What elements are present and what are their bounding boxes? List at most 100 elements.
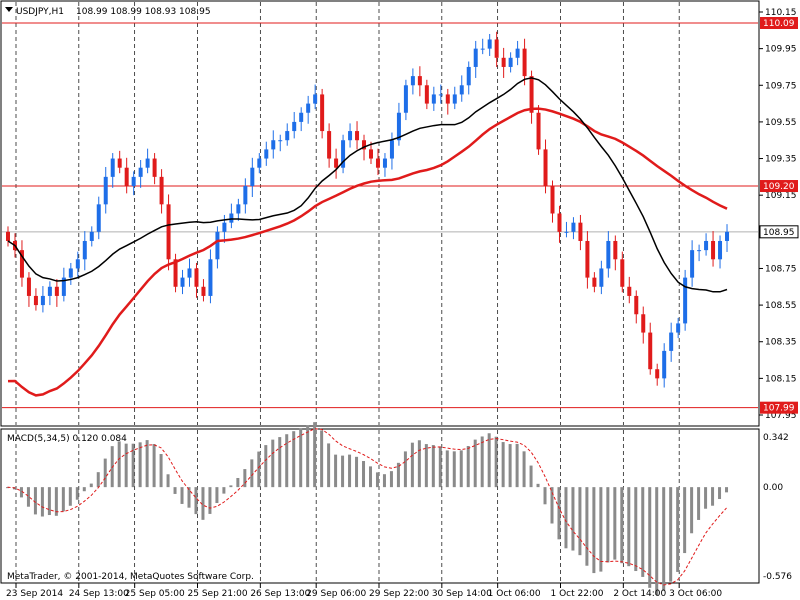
candle-down [19,250,24,278]
candle-up [466,66,471,86]
macd-bar [299,428,303,488]
price-tick-label: 108.55 [765,301,797,311]
candle-up [131,176,136,187]
candle-down [543,149,548,187]
macd-bar [571,487,575,551]
macd-scale-top: 0.342 [763,433,789,443]
candle-up [40,295,45,306]
candle-up [47,286,52,296]
candle-down [529,76,534,113]
macd-bar [222,487,226,494]
candle-up [306,103,311,113]
chart-collapse-icon[interactable] [5,7,13,12]
macd-bar [690,487,694,534]
symbol-label: USDJPY,H1 [16,7,64,17]
candle-up [215,231,220,260]
macd-bar [389,471,393,488]
macd-bar [194,487,198,515]
macd-bar [61,487,65,512]
macd-bar [131,443,135,488]
macd-bar [180,487,184,504]
macd-bar [215,487,219,504]
macd-bar [82,487,86,492]
candle-up [487,39,492,49]
candle-down [26,277,31,296]
macd-bar [75,487,79,500]
candle-down [627,286,632,296]
macd-bar [655,487,659,595]
macd-bar [313,422,317,488]
copyright-text: MetaTrader, © 2001-2014, MetaQuotes Soft… [7,572,254,582]
macd-bar [725,487,729,493]
candle-down [445,94,450,104]
candle-up [662,350,667,379]
price-axis: 110.15 109.95 109.75 109.55 109.35 109.15 108.… [759,8,797,421]
level-price-tag [760,401,798,414]
candle-up [669,332,674,351]
candle-down [54,286,59,296]
macd-bar [578,487,582,556]
macd-bar [292,431,296,488]
price-tick-label: 109.15 [765,191,797,201]
candle-down [124,167,129,187]
macd-bar [138,442,142,488]
macd-bar [320,430,324,488]
candle-down [362,140,367,150]
macd-bar [473,439,477,488]
macd-bar [718,487,722,500]
candle-up [431,94,436,104]
price-tick-label: 109.55 [765,118,797,128]
macd-bar [68,487,72,506]
candle-down [550,186,555,214]
price-tick-label: 109.95 [765,45,797,55]
candle-down [424,85,429,104]
candle-down [194,268,199,287]
macd-bar [438,446,442,488]
candle-up [299,112,304,122]
candle-down [173,259,178,287]
macd-bar [669,487,673,582]
candle-up [473,48,478,67]
macd-scale-bottom: -0.576 [763,572,792,582]
candle-up [292,121,297,132]
macd-bar [96,472,100,488]
macd-bar [89,483,93,488]
macd-bar [543,487,547,505]
level-price-tag [760,180,798,193]
macd-bar [459,450,463,488]
current-price-tag [759,225,799,239]
candle-up [285,131,290,141]
candle-up [271,140,276,150]
macd-bar [362,461,366,488]
candle-up [68,268,73,278]
macd-bar [375,472,379,488]
candle-up [459,85,464,95]
macd-bar [159,454,163,488]
candle-up [96,204,101,232]
main-pane-frame [0,0,760,427]
macd-bar [564,487,568,549]
price-tags: 110.09 109.20 108.95 107.99 [759,16,799,414]
macd-bar [508,444,512,488]
price-tick-label: 107.95 [765,411,797,421]
macd-bar [236,477,240,488]
candle-down [655,369,660,379]
candle-up [725,231,730,241]
macd-bar [683,487,687,554]
level-price-tag [760,16,798,29]
ma-slow-line [7,107,728,397]
candle-down [711,240,716,260]
macd-bar [264,445,268,488]
macd-bar [711,487,715,506]
macd-bar [173,487,177,494]
candle-up [438,94,443,96]
macd-bar [306,425,310,488]
macd-bar [341,455,345,488]
macd-bar [592,487,596,574]
time-label: 24 Sep 13:00 [69,589,129,599]
macd-bar [243,469,247,488]
candle-down [634,295,639,315]
candle-up [278,140,283,142]
macd-bar [33,487,37,515]
